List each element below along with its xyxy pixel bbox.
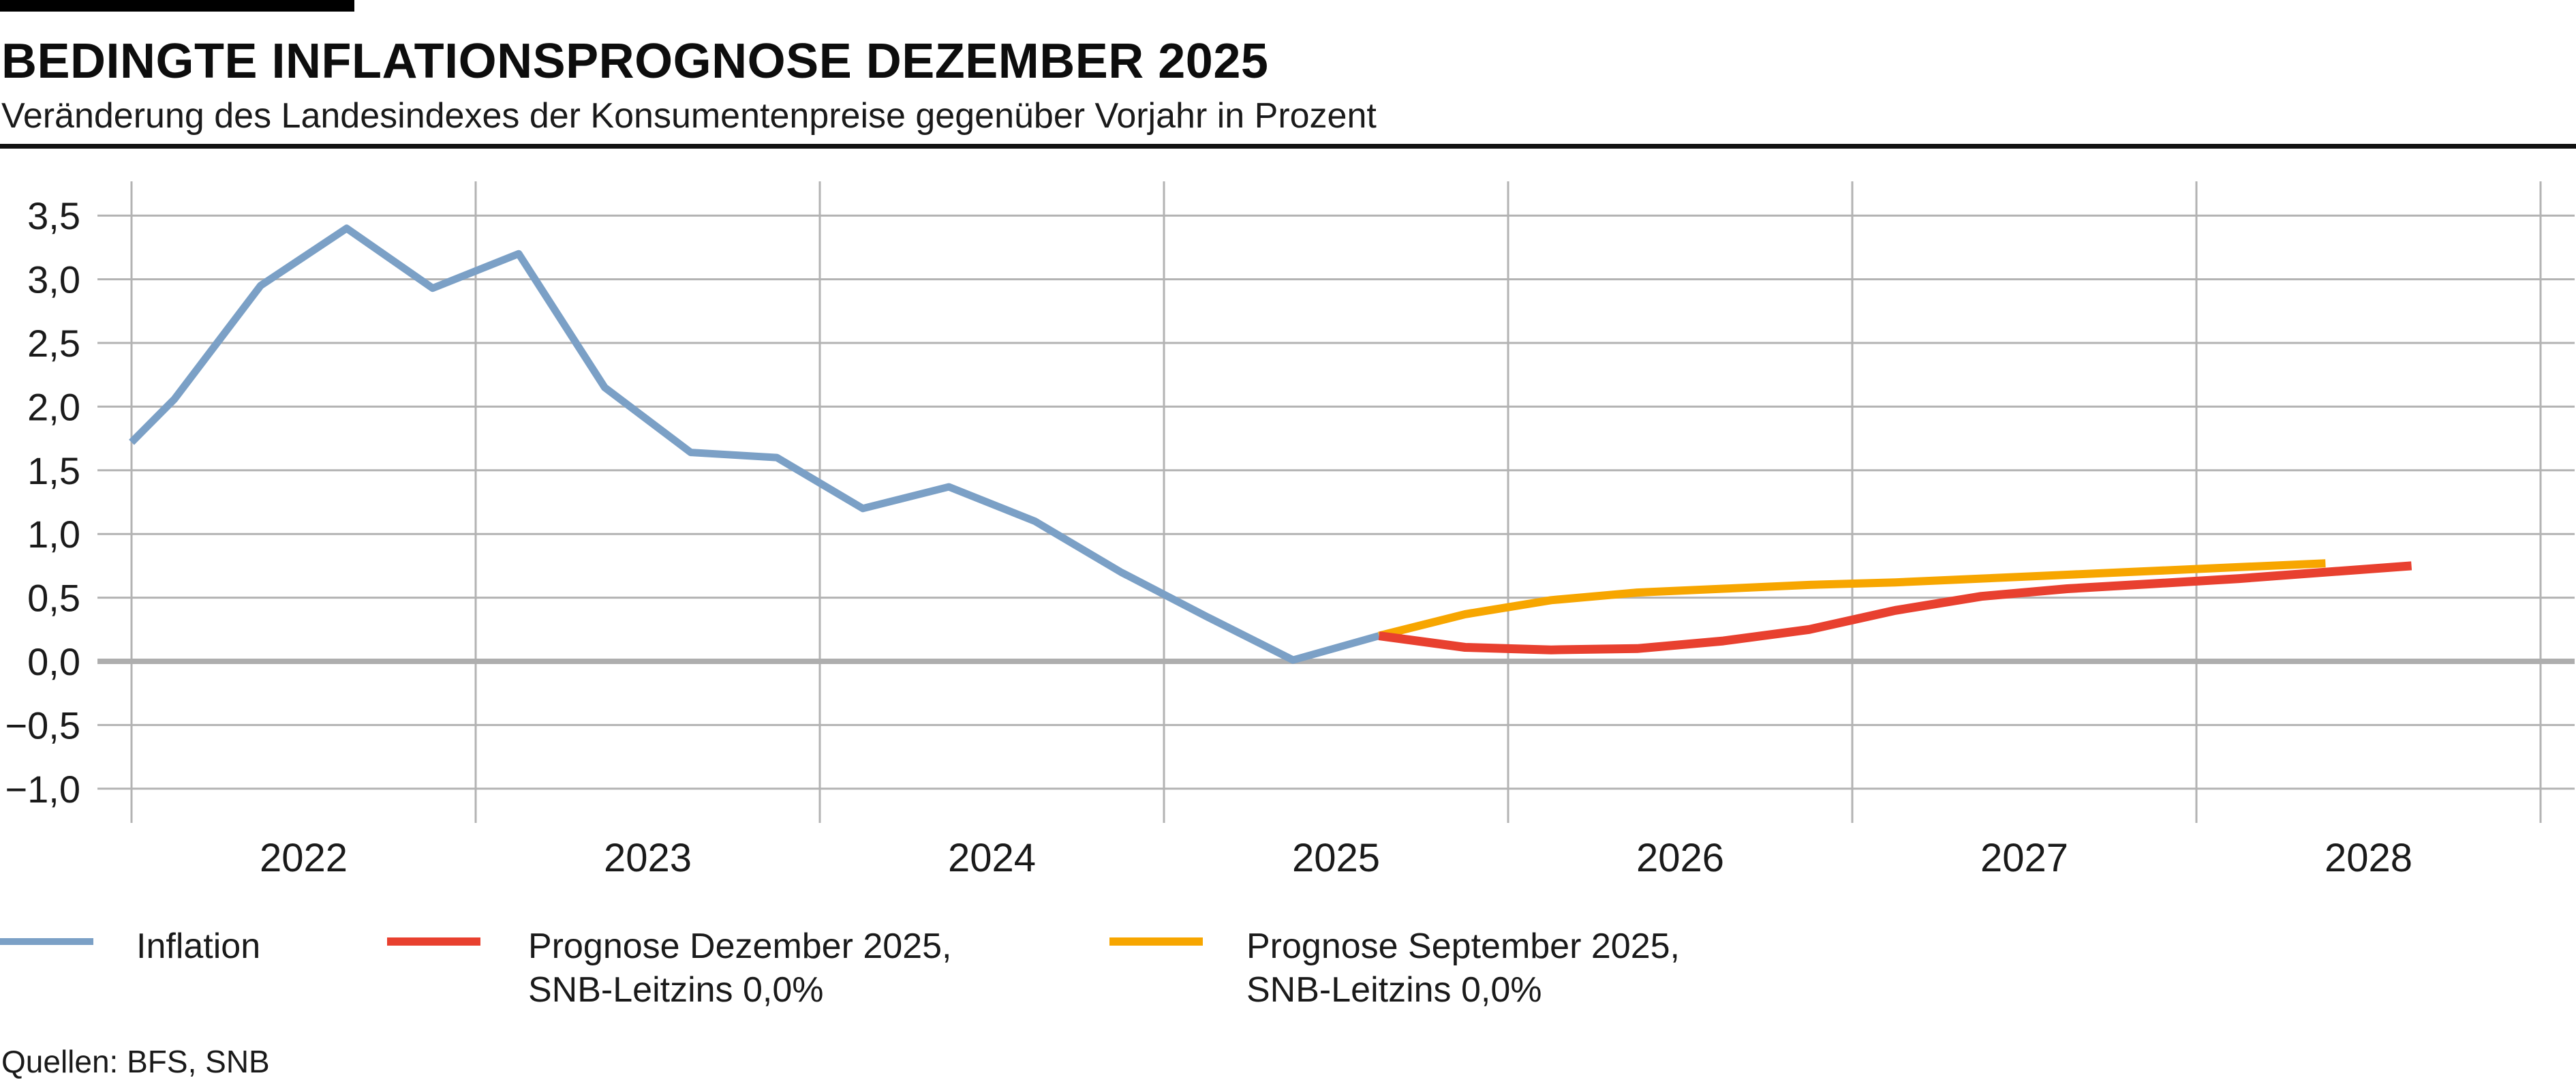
page-subtitle: Veränderung des Landesindexes der Konsum… <box>1 96 1377 136</box>
x-tick-labels: 2022 2023 2024 2025 2026 2027 2028 <box>260 836 2412 880</box>
header-divider <box>0 144 2576 149</box>
legend-swatch-forecast-september <box>1109 937 1203 946</box>
header-accent-bar <box>0 0 354 12</box>
y-tick-label: 0,5 <box>27 577 80 620</box>
y-gridlines <box>97 214 2575 790</box>
legend-swatch-forecast-december <box>387 937 480 946</box>
legend-label-forecast-september: Prognose September 2025, SNB-Leitzins 0,… <box>1246 927 1680 1010</box>
series-prognose-september-2025-snb-leitzins-0-0 <box>1378 559 2326 640</box>
y-tick-label: −1,0 <box>5 768 80 811</box>
x-tick-label: 2022 <box>260 836 348 880</box>
page-title: BEDINGTE INFLATIONSPROGNOSE DEZEMBER 202… <box>1 34 1269 89</box>
y-tick-label: 2,5 <box>27 322 80 365</box>
source-note: Quellen: BFS, SNB <box>1 1044 270 1079</box>
x-tick-label: 2024 <box>948 836 1036 880</box>
x-tick-label: 2026 <box>1636 836 1724 880</box>
y-tick-label: 3,5 <box>27 194 80 237</box>
x-gridlines <box>130 181 2542 823</box>
x-tick-label: 2028 <box>2325 836 2412 880</box>
y-tick-label: 3,0 <box>27 258 80 301</box>
x-tick-label: 2025 <box>1292 836 1380 880</box>
y-tick-labels: 3,5 3,0 2,5 2,0 1,5 1,0 0,5 0,0 −0,5 −1,0 <box>5 194 80 811</box>
legend-label-inflation: Inflation <box>136 927 261 966</box>
legend-swatch-inflation <box>0 938 93 945</box>
y-tick-label: 1,5 <box>27 449 80 492</box>
legend-label-forecast-december: Prognose Dezember 2025, SNB-Leitzins 0,0… <box>528 927 952 1010</box>
x-tick-label: 2027 <box>1980 836 2068 880</box>
y-tick-label: 2,0 <box>27 385 80 428</box>
y-tick-label: 1,0 <box>27 513 80 556</box>
y-tick-label: −0,5 <box>5 704 80 747</box>
y-tick-label: 0,0 <box>27 640 80 683</box>
x-tick-label: 2023 <box>604 836 692 880</box>
series-prognose-dezember-2025-snb-leitzins-0-0 <box>1378 561 2412 655</box>
series-inflation <box>129 224 1381 664</box>
